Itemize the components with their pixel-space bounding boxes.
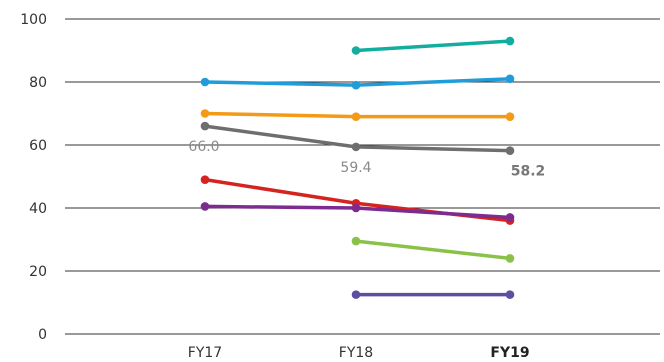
data-point (200, 77, 210, 87)
x-tick-label: FY17 (188, 345, 222, 361)
y-tick-label: 40 (29, 201, 47, 217)
x-tick-label: FY18 (339, 345, 373, 361)
data-point (351, 46, 361, 55)
data-point (351, 142, 361, 152)
series-group (200, 36, 515, 299)
data-point (200, 175, 210, 184)
y-tick-label: 60 (29, 138, 47, 154)
data-point (200, 109, 210, 118)
data-point (505, 254, 515, 263)
data-label: 59.4 (340, 160, 371, 176)
data-point (505, 146, 515, 155)
y-tick-label: 0 (38, 327, 47, 343)
data-point (351, 236, 361, 246)
data-point (351, 80, 361, 90)
x-axis: FY17 FY18 FY19 (188, 345, 530, 361)
data-point (505, 213, 515, 222)
series-line-6 (354, 239, 512, 261)
data-label: 66.0 (188, 139, 219, 155)
series-line-0 (354, 39, 512, 53)
y-tick-label: 100 (20, 12, 47, 28)
data-point (505, 290, 515, 299)
y-tick-label: 80 (29, 75, 47, 91)
data-labels: 66.0 59.4 58.2 (188, 139, 545, 180)
data-label: 58.2 (511, 164, 546, 180)
y-axis: 0 20 40 60 80 100 (20, 12, 47, 343)
data-point (505, 74, 515, 84)
data-point (505, 112, 515, 121)
data-point (200, 121, 210, 131)
data-point (351, 290, 361, 299)
data-point (200, 202, 210, 211)
y-tick-label: 20 (29, 264, 47, 280)
data-point (351, 203, 361, 213)
grid (65, 18, 660, 335)
data-point (505, 36, 515, 46)
x-tick-label: FY19 (490, 345, 529, 361)
data-point (351, 112, 361, 121)
